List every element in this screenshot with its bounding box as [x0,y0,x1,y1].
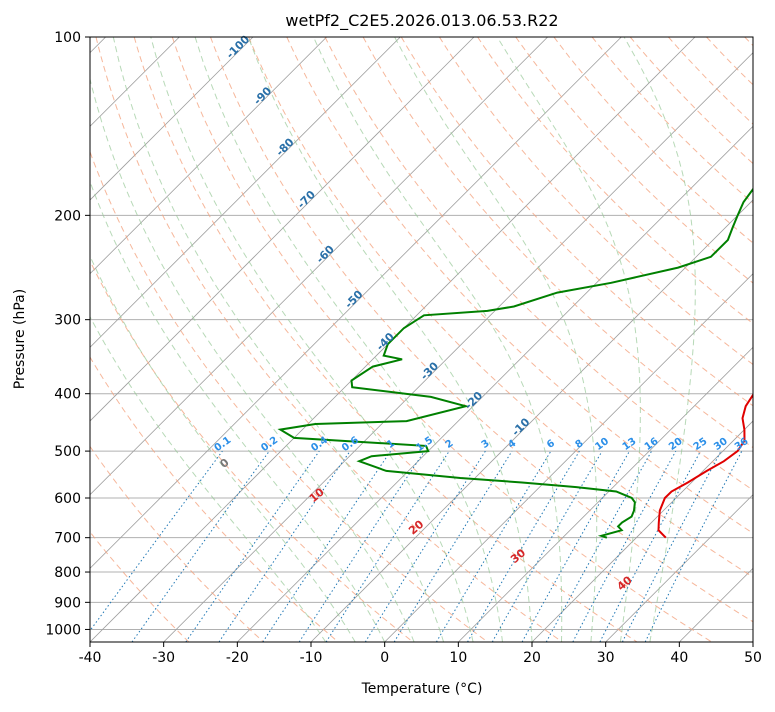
temperature-profile-line [659,37,775,538]
dry-adiabat-line [592,37,775,642]
x-tick-label: 30 [597,650,615,666]
data-lines [280,37,775,538]
y-tick-label: 300 [54,313,81,329]
mixing-ratio-label: 25 [692,436,710,453]
dry-adiabat-line [0,37,264,642]
dry-adiabat-line [96,37,562,642]
x-axis: -40 -30 -20 -10 0 10 20 30 40 50 [79,642,762,666]
dry-adiabat-line [172,37,711,642]
moist-adiabat-line [314,37,562,642]
plot-frame [90,37,753,642]
mixing-ratio-line [600,451,701,642]
y-axis-label: Pressure (hPa) [12,289,28,389]
isotherm-label: -40 [374,330,397,353]
isotherm-line [164,37,769,642]
mixing-ratio-label: 30 [712,436,730,453]
moist-adiabat-line [624,37,695,642]
x-tick-label: 50 [744,650,762,666]
dry-adiabat-line [20,37,413,642]
dry-adiabat-label: 0 [217,456,231,471]
isotherm-label: -50 [342,288,365,311]
isotherm-label: -60 [314,242,337,265]
mixing-ratio-label: 10 [593,436,611,453]
y-tick-label: 100 [54,30,81,46]
y-tick-label: 700 [54,531,81,547]
isotherm-line [0,37,327,642]
dewpoint-profile-line [280,37,775,538]
mixing-ratio-line [299,451,424,642]
isotherm-label: -20 [462,389,485,412]
mixing-ratio-label: 6 [545,438,557,451]
y-tick-label: 500 [54,444,81,460]
mixing-ratio-line [365,451,485,642]
y-tick-label: 600 [54,491,81,507]
mixing-ratio-line [82,451,223,642]
isotherm-line [16,37,621,642]
moist-adiabat-line [28,37,355,642]
isotherm-line [753,37,775,642]
x-axis-label: Temperature (°C) [361,681,483,697]
dry-adiabat-line [668,37,775,642]
isotherm-label: -70 [295,188,318,211]
x-tick-label: -10 [300,650,323,666]
isotherm-line [237,37,775,642]
x-tick-label: -20 [226,650,249,666]
isotherm-label: -80 [273,135,296,158]
dry-adiabat-label: 30 [508,546,528,566]
mixing-ratio-line [573,451,676,642]
y-tick-label: 400 [54,387,81,403]
isotherm-label: -10 [509,415,532,438]
x-tick-label: 40 [670,650,688,666]
mixing-ratio-label: 1 [385,438,397,451]
moist-adiabat-line [151,37,473,642]
isotherm-line [0,37,474,642]
isotherm-line [458,37,775,642]
dry-adiabat-label: 40 [615,573,635,593]
mixing-ratio-line [263,451,391,642]
y-tick-label: 900 [54,595,81,611]
x-tick-label: 10 [449,650,467,666]
moist-adiabat-line [5,37,326,642]
mixing-ratio-label: 4 [506,438,518,451]
isotherm-line [532,37,775,642]
dry-adiabat-line [745,37,775,642]
x-tick-label: -40 [79,650,102,666]
mixing-ratio-label: 8 [574,438,586,451]
dry-adiabat-line [0,37,189,642]
mixing-ratio-label: 3 [480,438,492,451]
y-axis: 100 200 300 400 500 600 700 800 900 1000 [45,30,90,638]
dry-adiabat-line [554,37,775,642]
mixing-ratio-label: 16 [643,436,661,453]
isotherm-line [0,37,400,642]
y-tick-label: 800 [54,565,81,581]
y-tick-label: 1000 [45,622,81,638]
x-tick-label: 20 [523,650,541,666]
mixing-ratio-line [326,451,449,642]
dry-adiabat-line [707,37,775,642]
mixing-ratio-label: 13 [621,436,639,453]
dry-adiabat-line [58,37,488,642]
chart-title: wetPf2_C2E5.2026.013.06.53.R22 [285,11,558,31]
moist-adiabat-line [81,37,414,642]
isotherm-line [0,37,548,642]
x-tick-label: -30 [152,650,175,666]
x-tick-label: 0 [380,650,389,666]
moist-adiabat-line [395,37,597,642]
mixing-ratio-line [546,451,651,642]
y-tick-label: 200 [54,208,81,224]
isotherm-line [0,37,253,642]
